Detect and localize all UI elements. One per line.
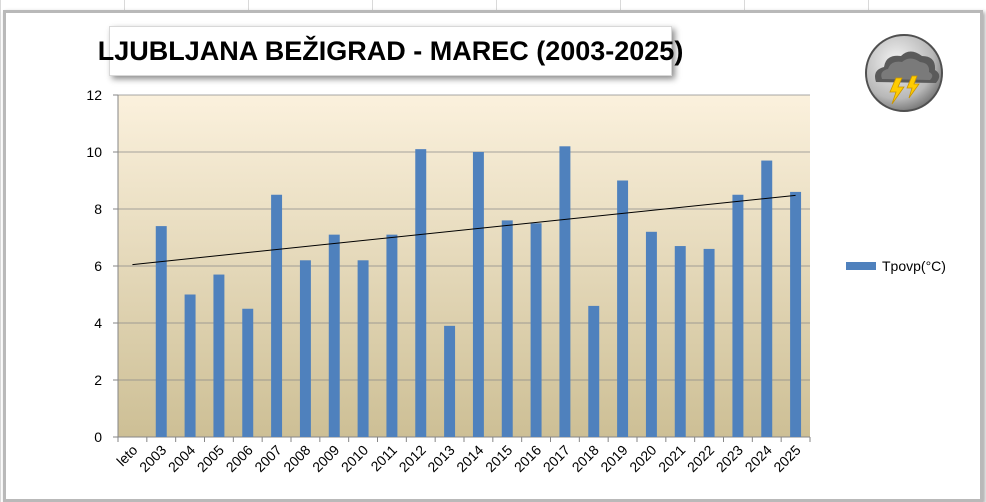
bar-2020: [645, 231, 657, 437]
bar-2023: [732, 194, 744, 437]
bar-2010: [357, 260, 369, 437]
chart-title-text: LJUBLJANA BEŽIGRAD - MAREC (2003-2025): [97, 35, 684, 66]
bar-2006: [242, 308, 254, 437]
y-tick-label: 12: [86, 87, 102, 103]
x-tick-label: 2005: [194, 442, 227, 475]
bar-2012: [415, 149, 427, 437]
y-tick-label: 8: [94, 201, 102, 217]
bar-2016: [530, 223, 542, 437]
legend-swatch: [846, 262, 876, 270]
bar-2007: [271, 194, 283, 437]
x-tick-label: 2003: [136, 442, 169, 475]
chart-title: LJUBLJANA BEŽIGRAD - MAREC (2003-2025): [98, 26, 683, 76]
bar-2008: [299, 260, 311, 437]
x-tick-label: 2017: [540, 442, 573, 475]
x-tick-label: 2007: [251, 442, 284, 475]
y-tick-label: 6: [94, 258, 102, 274]
x-tick-label: 2004: [165, 442, 198, 475]
x-tick-label: 2014: [453, 442, 486, 475]
bar-2004: [184, 294, 196, 437]
x-tick-label: 2018: [569, 442, 602, 475]
x-tick-label: 2019: [597, 442, 630, 475]
trendline: [132, 194, 796, 266]
logo: [848, 30, 962, 114]
bar-2018: [588, 305, 600, 437]
bar-2017: [559, 146, 571, 438]
storm-cloud-icon: [865, 34, 943, 112]
x-tick-label: 2012: [396, 442, 429, 475]
x-tick-label: 2015: [482, 442, 515, 475]
legend-label: Tpovp(°C): [882, 258, 946, 274]
x-tick-label: 2013: [424, 442, 457, 475]
x-tick-label: 2025: [770, 442, 803, 475]
bar-2024: [761, 160, 773, 438]
bar-2005: [213, 274, 225, 437]
x-tick-label: 2021: [655, 442, 688, 475]
bar-2011: [386, 234, 398, 437]
x-tick-label: 2024: [742, 442, 775, 475]
x-tick-label: 2020: [626, 442, 659, 475]
bar-2015: [501, 220, 513, 437]
x-tick-label: 2009: [309, 442, 342, 475]
bar-2019: [617, 180, 629, 437]
bar-2009: [328, 234, 340, 437]
bar-2022: [703, 248, 715, 437]
y-tick-label: 2: [94, 372, 102, 388]
x-tick-label: 2008: [280, 442, 313, 475]
bar-2014: [472, 152, 484, 437]
bar-2013: [444, 325, 456, 437]
x-tick-label: 2022: [684, 442, 717, 475]
bar-2021: [674, 246, 686, 437]
legend: Tpovp(°C): [846, 258, 946, 274]
x-tick-label: 2023: [713, 442, 746, 475]
y-tick-label: 0: [94, 429, 102, 445]
bar-2025: [790, 191, 802, 437]
y-tick-label: 10: [86, 144, 102, 160]
x-tick-label: 2011: [367, 442, 400, 475]
x-tick-label: 2016: [511, 442, 544, 475]
bar-2003: [155, 226, 167, 437]
x-tick-label: 2010: [338, 442, 371, 475]
x-tick-label: 2006: [223, 442, 256, 475]
y-tick-label: 4: [94, 315, 102, 331]
